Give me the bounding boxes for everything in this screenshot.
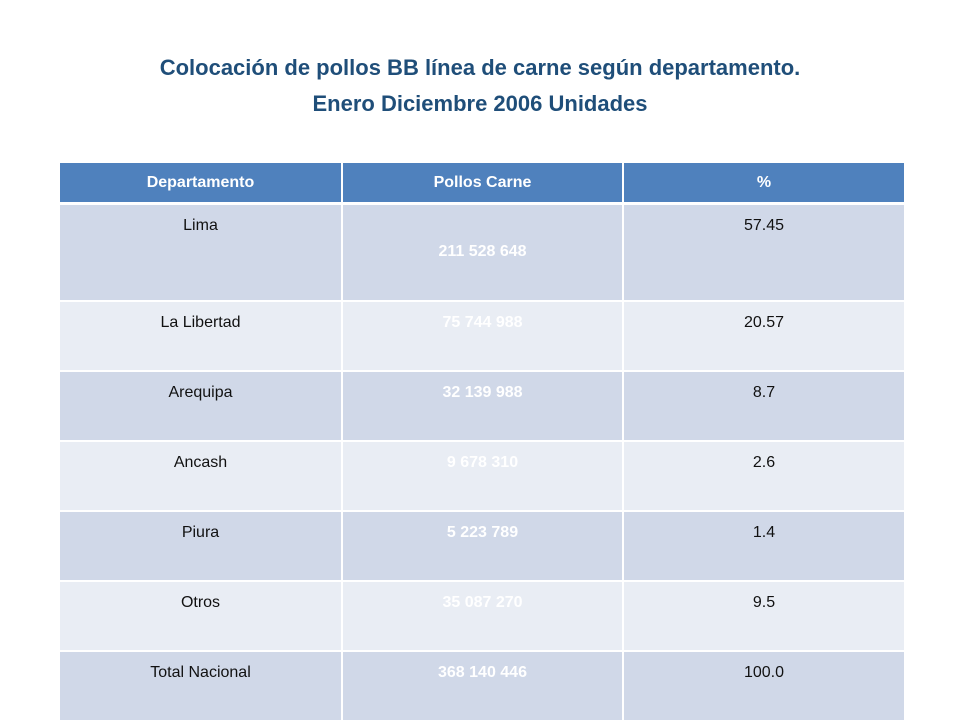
title-line-2: Enero Diciembre 2006 Unidades: [312, 91, 648, 116]
cell-departamento: La Libertad: [58, 301, 343, 372]
table-row: La Libertad 75 744 988 20.57: [58, 301, 906, 372]
table-row: Otros 35 087 270 9.5: [58, 581, 906, 652]
table-row: Arequipa 32 139 988 8.7: [58, 371, 906, 442]
cell-pollos-carne: 32 139 988: [341, 371, 624, 442]
title-line-1: Colocación de pollos BB línea de carne s…: [159, 55, 801, 80]
cell-percent: 57.45: [622, 203, 906, 302]
cell-pollos-carne: 9 678 310: [341, 441, 624, 512]
cell-departamento: Piura: [58, 511, 343, 582]
table-header: Departamento Pollos Carne %: [58, 163, 906, 205]
cell-percent: 1.4: [622, 511, 906, 582]
header-row: Departamento Pollos Carne %: [58, 163, 906, 205]
header-departamento: Departamento: [58, 163, 343, 205]
page-title: Colocación de pollos BB línea de carne s…: [0, 50, 960, 122]
cell-departamento: Lima: [58, 203, 343, 302]
cell-percent: 9.5: [622, 581, 906, 652]
cell-percent: 20.57: [622, 301, 906, 372]
cell-percent: 2.6: [622, 441, 906, 512]
table-row: Lima 211 528 648 57.45: [58, 203, 906, 302]
cell-pollos-carne: 75 744 988: [341, 301, 624, 372]
cell-percent: 8.7: [622, 371, 906, 442]
cell-departamento: Arequipa: [58, 371, 343, 442]
cell-pollos-carne: 368 140 446: [341, 651, 624, 722]
data-table: Departamento Pollos Carne % Lima 211 528…: [58, 163, 906, 722]
header-pollos-carne: Pollos Carne: [341, 163, 624, 205]
table-row-total: Total Nacional 368 140 446 100.0: [58, 651, 906, 722]
cell-departamento: Otros: [58, 581, 343, 652]
cell-departamento: Ancash: [58, 441, 343, 512]
header-percent: %: [622, 163, 906, 205]
cell-pollos-carne: 5 223 789: [341, 511, 624, 582]
table-row: Piura 5 223 789 1.4: [58, 511, 906, 582]
cell-percent: 100.0: [622, 651, 906, 722]
cell-departamento: Total Nacional: [58, 651, 343, 722]
cell-pollos-carne: 35 087 270: [341, 581, 624, 652]
table-body: Lima 211 528 648 57.45 La Libertad 75 74…: [58, 203, 906, 722]
cell-pollos-carne: 211 528 648: [341, 203, 624, 302]
table-row: Ancash 9 678 310 2.6: [58, 441, 906, 512]
